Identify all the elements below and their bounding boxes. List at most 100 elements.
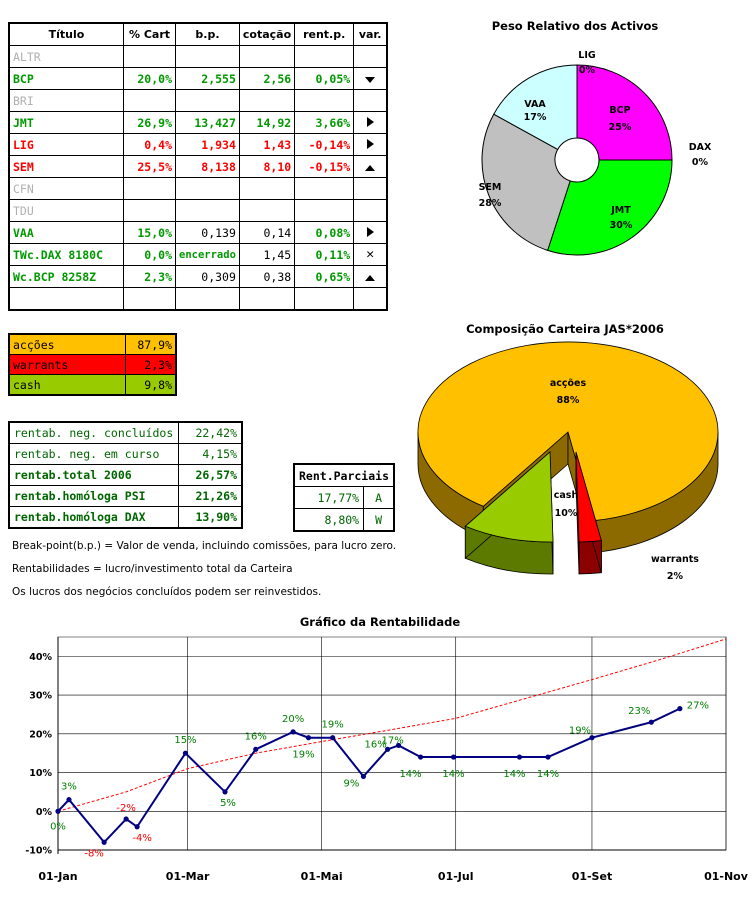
slice-value: 10% <box>555 508 578 519</box>
cell-name: TDU <box>8 199 124 222</box>
cell-var <box>353 177 388 200</box>
cell-var <box>353 45 388 68</box>
chart-title: Gráfico da Rentabilidade <box>300 615 460 629</box>
slice-value: 88% <box>557 395 580 406</box>
table-row <box>8 287 388 311</box>
performance-value: 4,15% <box>178 443 243 465</box>
data-point <box>395 742 402 749</box>
allocation-value: 9,8% <box>125 374 177 396</box>
performance-row: rentab. neg. concluídos 22,42% <box>8 421 243 444</box>
cell-var <box>353 199 388 222</box>
cell-var <box>353 89 388 112</box>
partial-returns-table: Rent.Parciais 17,77% A 8,80% W <box>293 463 396 532</box>
data-label: 3% <box>61 782 77 793</box>
data-point <box>330 735 336 741</box>
cell-name: JMT <box>8 111 124 134</box>
cell-name: TWc.DAX 8180C <box>8 243 124 266</box>
cell-bp <box>175 199 240 222</box>
cell-quote <box>238 287 296 311</box>
cell-rent: 0,08% <box>294 221 355 244</box>
data-label: 14% <box>537 769 559 780</box>
performance-label: rentab.homóloga DAX <box>8 506 179 529</box>
slice-value: 30% <box>610 220 633 231</box>
y-tick-label: 0% <box>36 807 53 818</box>
pie-slice <box>575 451 602 543</box>
slice-label: cash <box>554 490 579 501</box>
cell-pct <box>123 45 176 68</box>
performance-label: rentab.homóloga PSI <box>8 485 179 507</box>
portfolio-header-row: Título % Cart b.p. cotação rent.p. var. <box>8 22 388 46</box>
data-label: -2% <box>116 803 135 814</box>
cell-bp: 0,139 <box>175 221 240 244</box>
pie-slice <box>547 159 673 256</box>
allocation-label: acções <box>8 333 126 355</box>
cell-name: BRI <box>8 89 124 112</box>
y-tick-label: 20% <box>29 729 52 740</box>
cell-quote <box>238 199 296 222</box>
return-chart: Gráfico da Rentabilidade -10% 0% 10% 20% 30% 4… <box>25 615 749 883</box>
slice-value: 2% <box>667 571 684 582</box>
cell-pct: 0,0% <box>123 243 176 266</box>
arrow-right-icon <box>366 116 374 127</box>
arrow-right-icon <box>366 226 374 237</box>
cell-var <box>353 111 388 134</box>
cell-rent <box>294 287 355 311</box>
allocation-table: acções 87,9% warrants 2,3% cash 9,8% <box>8 333 177 396</box>
cell-bp <box>175 89 240 112</box>
cell-var <box>353 133 388 156</box>
header-var: var. <box>353 22 388 46</box>
cell-rent <box>294 177 355 200</box>
cell-var <box>353 221 388 244</box>
y-tick-label: -10% <box>25 846 52 857</box>
portfolio-composition-chart: Composição Carteira JAS*2006 acções 88% cas… <box>417 322 719 582</box>
cell-var <box>353 287 388 311</box>
x-tick-label: 01-Mai <box>301 870 343 883</box>
cell-rent <box>294 199 355 222</box>
relative-weight-chart: Peso Relativo dos Activos BCP 25% DAX 0% JMT 3… <box>479 19 712 256</box>
data-point <box>417 754 424 760</box>
cell-pct: 26,9% <box>123 111 176 134</box>
allocation-row: warrants 2,3% <box>8 354 177 375</box>
data-label: 9% <box>343 778 359 789</box>
table-row: TWc.DAX 8180C 0,0% encerrado 1,45 0,11% ✕ <box>8 243 388 266</box>
cell-bp <box>175 287 240 311</box>
table-row: SEM 25,5% 8,138 8,10 -0,15% <box>8 155 388 178</box>
x-tick-label: 01-Nov <box>704 870 749 883</box>
data-point <box>290 729 296 735</box>
cell-bp: 1,934 <box>175 133 240 156</box>
table-row: LIG 0,4% 1,934 1,43 -0,14% <box>8 133 388 156</box>
data-label: 27% <box>687 701 709 712</box>
arrow-up-icon <box>365 274 376 281</box>
data-label: 16% <box>245 731 267 742</box>
partial-returns-header: Rent.Parciais <box>293 463 395 487</box>
slice-value: 0% <box>579 65 596 76</box>
cell-pct <box>123 199 176 222</box>
cell-bp: 8,138 <box>175 155 240 178</box>
table-row: BRI <box>8 89 388 112</box>
table-row: Wc.BCP 8258Z 2,3% 0,309 0,38 0,65% <box>8 265 388 288</box>
slice-label: warrants <box>651 554 699 565</box>
slice-label: DAX <box>689 142 712 153</box>
partial-value: 8,80% <box>293 508 365 532</box>
cell-rent: 0,65% <box>294 265 355 288</box>
data-label: 19% <box>322 720 344 731</box>
benchmark-line <box>57 638 727 812</box>
cell-var <box>353 67 388 90</box>
allocation-label: warrants <box>8 354 126 375</box>
note-returns: Rentabilidades = lucro/investimento tota… <box>12 563 293 575</box>
cell-quote: 14,92 <box>238 111 296 134</box>
header-bp: b.p. <box>175 22 240 46</box>
note-breakpoint: Break-point(b.p.) = Valor de venda, incl… <box>12 540 397 552</box>
data-point <box>305 735 312 741</box>
allocation-value: 2,3% <box>125 354 177 375</box>
performance-table: rentab. neg. concluídos 22,42% rentab. neg… <box>8 421 243 529</box>
slice-label: LIG <box>578 50 596 61</box>
data-point <box>516 754 523 760</box>
cell-var: ✕ <box>353 243 388 266</box>
data-label: 19% <box>569 726 591 737</box>
chart-title: Peso Relativo dos Activos <box>492 19 659 33</box>
y-tick-label: 40% <box>29 652 52 663</box>
cell-pct: 15,0% <box>123 221 176 244</box>
performance-label: rentab. neg. em curso <box>8 443 179 465</box>
partial-code: A <box>363 486 395 509</box>
